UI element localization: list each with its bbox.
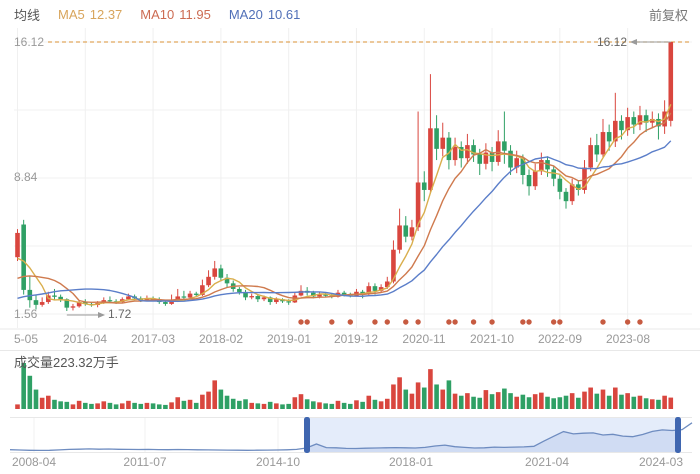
nav-label-5: 2024-03	[638, 455, 684, 469]
ma-legend: 均线 MA5 12.37 MA10 11.95 MA20 10.61	[14, 5, 300, 24]
price-label-low: 1.56	[14, 307, 38, 321]
price-label-mid: 8.84	[14, 170, 38, 184]
ma10-value: 11.95	[179, 7, 211, 22]
volume-label: 成交量223.32万手	[14, 355, 119, 370]
x-label-1: 2016-04	[62, 332, 108, 346]
x-label-0: 5-05	[14, 332, 39, 346]
navigator-left-handle[interactable]	[304, 417, 310, 453]
ma-group-label: 均线	[14, 8, 41, 23]
x-label-9: 2023-08	[605, 332, 651, 346]
x-label-2: 2017-03	[130, 332, 176, 346]
nav-label-0: 2008-04	[11, 455, 57, 469]
x-label-3: 2018-02	[198, 332, 244, 346]
x-label-8: 2022-09	[537, 332, 583, 346]
x-label-4: 2019-01	[266, 332, 312, 346]
ma5-line	[17, 104, 672, 306]
navigator-right-handle[interactable]	[675, 417, 681, 453]
x-label-6: 2020-11	[402, 332, 446, 346]
ma20-legend-item[interactable]: MA20 10.61	[229, 7, 301, 22]
nav-label-4: 2021-04	[524, 455, 570, 469]
price-label-high: 16.12	[14, 35, 45, 49]
ma10-legend-item[interactable]: MA10 11.95	[140, 7, 211, 22]
annotations	[66, 39, 671, 318]
navigator[interactable]	[9, 417, 693, 453]
x-label-5: 2019-12	[333, 332, 379, 346]
ma10-label: MA10	[140, 7, 175, 22]
ma20-line	[17, 140, 672, 302]
ma5-legend-item[interactable]: MA5 12.37	[58, 7, 122, 22]
low-point-callout: 1.72	[108, 307, 132, 321]
volume-bars[interactable]	[15, 363, 674, 409]
nav-label-2: 2014-10	[255, 455, 301, 469]
ma20-label: MA20	[228, 7, 263, 22]
ma5-value: 12.37	[89, 7, 123, 22]
grid	[0, 28, 700, 453]
nav-label-1: 2011-07	[123, 455, 167, 469]
nav-label-3: 2018-01	[388, 455, 434, 469]
ma20-value: 10.61	[267, 7, 301, 22]
candles[interactable]	[15, 42, 674, 312]
event-markers[interactable]	[298, 319, 643, 325]
navigator-line	[9, 422, 693, 452]
x-label-7: 2021-10	[469, 332, 515, 346]
adjust-mode-button[interactable]: 前复权	[648, 8, 688, 23]
high-point-callout: 16.12	[597, 35, 628, 49]
ma10-line	[17, 112, 672, 304]
ma5-label: MA5	[58, 7, 85, 22]
